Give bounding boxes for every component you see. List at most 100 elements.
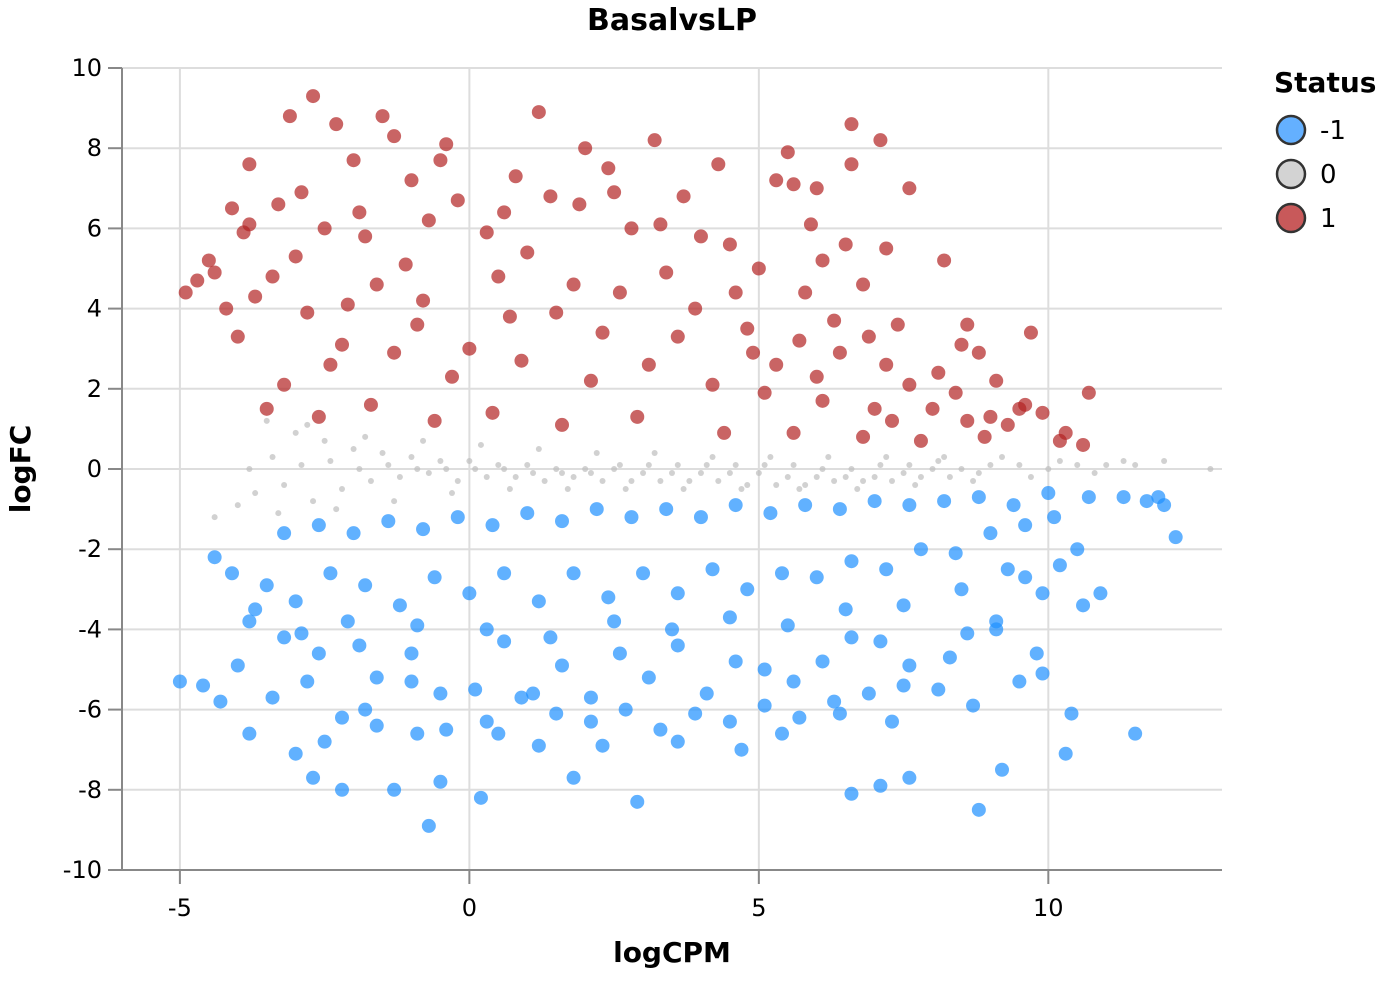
data-point <box>763 506 778 521</box>
data-point <box>977 429 992 444</box>
data-point <box>271 197 286 212</box>
data-point <box>225 566 239 581</box>
data-point <box>346 153 361 168</box>
data-point <box>722 714 737 729</box>
data-point <box>543 630 558 645</box>
grid-layer <box>122 67 1222 871</box>
data-point <box>479 225 494 240</box>
data-point <box>421 818 436 833</box>
data-point <box>578 141 593 156</box>
data-point <box>213 694 228 709</box>
data-point <box>512 474 519 481</box>
data-point <box>172 674 187 689</box>
data-point <box>999 453 1005 460</box>
data-point <box>693 510 708 525</box>
data-point <box>427 570 442 585</box>
data-point <box>693 229 708 244</box>
data-point <box>732 461 739 468</box>
data-point <box>583 714 598 729</box>
data-point <box>281 482 288 489</box>
legend-label: 1 <box>1320 204 1337 234</box>
data-point <box>473 790 488 805</box>
data-point <box>630 794 645 809</box>
data-point <box>802 482 809 489</box>
data-point <box>902 658 917 673</box>
data-point <box>983 409 998 424</box>
data-point <box>242 157 257 172</box>
data-point <box>479 714 494 729</box>
data-point <box>688 706 703 721</box>
data-point <box>1027 474 1034 481</box>
data-point <box>477 441 484 448</box>
data-point <box>535 445 542 452</box>
data-point <box>975 470 982 477</box>
y-tick-label: 6 <box>87 214 102 242</box>
data-point <box>564 486 571 493</box>
data-point <box>784 474 791 481</box>
data-point <box>699 686 714 701</box>
data-point <box>680 486 687 493</box>
data-point <box>645 461 652 468</box>
data-point <box>485 518 500 533</box>
data-point <box>767 453 774 460</box>
data-point <box>396 474 403 481</box>
data-point <box>381 514 396 529</box>
data-point <box>1116 490 1131 505</box>
data-point <box>398 257 413 272</box>
data-point <box>555 514 569 529</box>
data-point <box>958 466 965 472</box>
data-point <box>298 461 305 468</box>
data-point <box>520 506 535 521</box>
data-point <box>491 726 506 741</box>
data-point <box>1047 510 1062 525</box>
data-point <box>587 470 594 477</box>
y-tick-label: -2 <box>78 535 102 563</box>
y-tick-label: -6 <box>78 696 102 724</box>
data-point <box>929 466 936 472</box>
data-point <box>485 405 500 420</box>
data-point <box>871 474 878 481</box>
data-point <box>263 417 270 424</box>
data-point <box>443 466 450 472</box>
data-point <box>524 461 531 468</box>
data-point <box>873 133 888 148</box>
data-point <box>234 502 241 509</box>
data-point <box>387 345 402 360</box>
data-point <box>889 478 895 485</box>
data-point <box>404 674 419 689</box>
data-point <box>628 478 635 485</box>
legend-entries: -1 0 1 <box>1275 114 1346 234</box>
data-point <box>844 157 859 172</box>
data-point <box>508 169 523 184</box>
data-point <box>935 457 942 464</box>
data-point <box>825 453 832 460</box>
legend-swatch <box>1275 114 1307 146</box>
data-point <box>259 578 274 593</box>
data-point <box>196 678 211 693</box>
data-point <box>1045 466 1052 472</box>
data-point <box>483 474 490 481</box>
data-point <box>502 309 517 324</box>
data-point <box>641 357 656 372</box>
data-point <box>883 453 890 460</box>
data-point <box>335 710 349 725</box>
data-point <box>815 253 830 268</box>
data-point <box>792 710 807 725</box>
data-point <box>317 221 332 236</box>
data-point <box>1093 586 1108 601</box>
data-point <box>252 490 259 497</box>
data-point <box>971 345 986 360</box>
data-point <box>277 630 292 645</box>
data-point <box>358 702 373 717</box>
data-point <box>269 453 276 460</box>
data-point <box>491 269 506 284</box>
data-point <box>300 305 315 320</box>
data-point <box>653 217 668 232</box>
data-point <box>1076 437 1091 452</box>
data-point <box>670 329 685 344</box>
data-point <box>404 646 419 661</box>
data-point <box>844 554 859 569</box>
data-point <box>948 546 963 561</box>
legend-entry: 0 <box>1275 158 1337 190</box>
data-point <box>703 461 710 468</box>
